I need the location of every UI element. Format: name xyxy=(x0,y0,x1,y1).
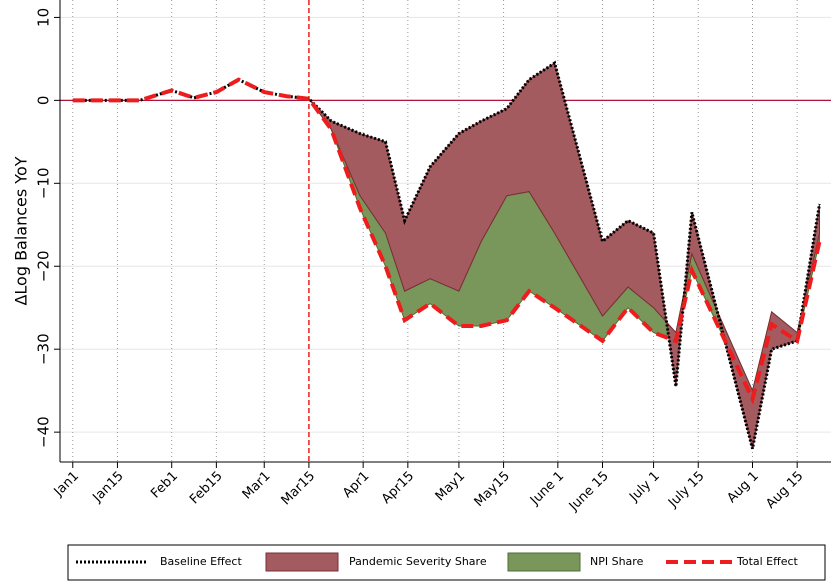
x-tick-label: Jan1 xyxy=(51,469,82,500)
legend: Baseline Effect Pandemic Severity Share NP… xyxy=(67,544,826,581)
y-tick-label: −10 xyxy=(35,167,53,199)
x-tick-label: July 1 xyxy=(626,469,663,506)
legend-label: NPI Share xyxy=(590,555,644,568)
x-tick-label: Feb1 xyxy=(148,469,181,502)
x-tick-label: Mar1 xyxy=(240,469,274,503)
x-tick-label: Apr1 xyxy=(340,469,372,501)
x-tick-label: Aug 1 xyxy=(724,469,761,506)
x-tick-label: May15 xyxy=(472,469,513,510)
legend-key xyxy=(265,552,339,572)
line xyxy=(72,60,821,450)
x-tick-label: Mar15 xyxy=(279,469,319,509)
x-tick-label: June 1 xyxy=(527,469,567,509)
x-tick-label: July 15 xyxy=(665,469,707,511)
y-axis-label: ΔLog Balances YoY xyxy=(12,156,31,305)
y-tick-label: −40 xyxy=(35,416,53,448)
y-tick-label: −30 xyxy=(35,333,53,365)
x-tick-label: May1 xyxy=(433,469,468,504)
y-tick-label: −20 xyxy=(35,250,53,282)
x-tick-label: Aug 15 xyxy=(763,469,806,512)
legend-label: Baseline Effect xyxy=(160,555,242,568)
x-tick-label: Jan15 xyxy=(90,469,127,506)
x-tick-label: Feb15 xyxy=(187,469,226,508)
legend-key xyxy=(507,552,581,572)
x-tick-label: Apr15 xyxy=(379,469,417,507)
y-tick-label: 10 xyxy=(35,8,53,27)
legend-label: Pandemic Severity Share xyxy=(349,555,487,568)
x-tick-label: June 15 xyxy=(566,469,612,515)
y-tick-label: 0 xyxy=(35,96,53,106)
legend-box xyxy=(67,544,826,581)
legend-label: Total Effect xyxy=(736,555,799,568)
